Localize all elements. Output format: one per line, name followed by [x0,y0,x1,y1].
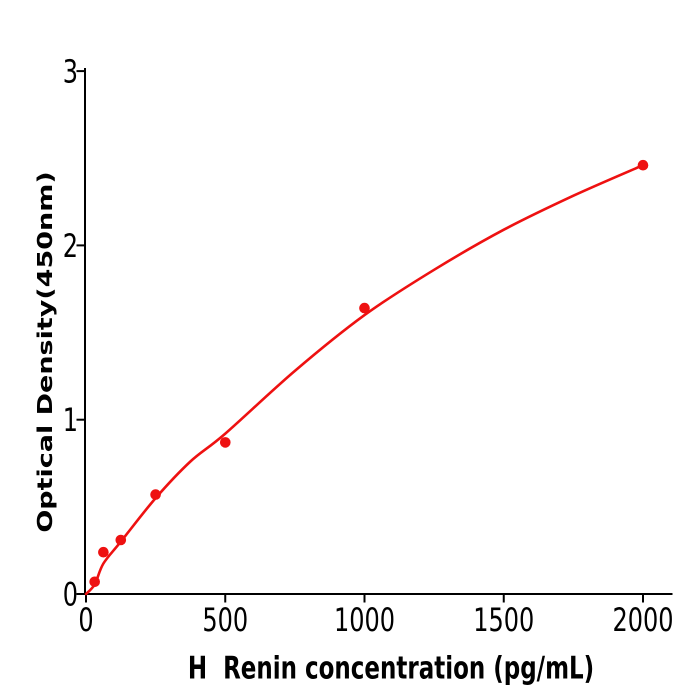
y-tick-label-group: 2 [63,227,78,265]
data-point [637,159,649,171]
x-tick-label-group: 1500 [473,601,534,639]
data-point [150,489,161,500]
data-point [220,437,231,448]
x-tick-label: 1500 [473,601,534,639]
y-tick-label: 1 [63,402,78,440]
y-tick-label: 3 [63,53,78,91]
plot-series [84,159,649,596]
x-tick-label-group: 0 [78,601,93,639]
y-tick-label: 2 [63,227,78,265]
axes: 0 500 1000 1500 2000 0 1 2 3 [63,53,674,639]
data-point [359,302,370,314]
data-point [98,546,109,558]
y-axis-title-group: Optical Density(450nm) [33,171,57,532]
x-tick-label: 2000 [612,601,673,639]
x-tick-label-group: 2000 [612,601,673,639]
x-tick-label-group: 1000 [334,601,395,639]
x-tick-label-group: 500 [202,601,248,639]
y-tick-label-group: 0 [63,576,78,614]
y-tick-label: 0 [63,576,78,614]
y-tick-label-group: 1 [63,402,78,440]
data-point [115,534,127,546]
x-tick-label: 1000 [334,601,395,639]
x-axis-title: H Renin concentration (pg/mL) [188,651,594,686]
fit-curve-line [84,163,645,596]
x-tick-label: 500 [202,601,248,639]
x-axis-title-group: H Renin concentration (pg/mL) [188,651,594,686]
y-axis-title: Optical Density(450nm) [33,171,57,532]
x-tick-label: 0 [78,601,93,639]
y-tick-label-group: 3 [63,53,78,91]
data-point [89,576,100,588]
